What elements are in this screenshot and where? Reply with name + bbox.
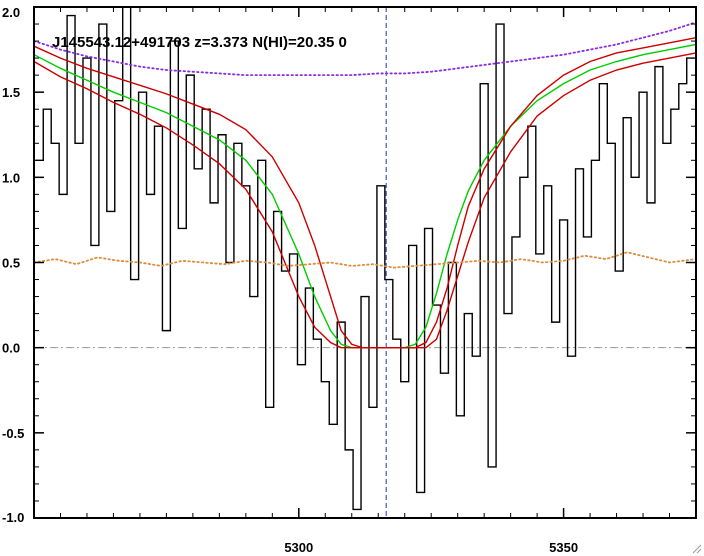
- error-dotted-line: [33, 251, 697, 269]
- y-tick-label: 2.0: [2, 5, 20, 20]
- continuum-dotted-line: [33, 21, 697, 77]
- chart-title: J145543.12+491703 z=3.373 N(HI)=20.35 0: [52, 34, 347, 51]
- y-tick-label: 0.0: [2, 341, 20, 356]
- model-fit-line: [33, 43, 697, 349]
- resize-grip-icon[interactable]: [690, 542, 702, 554]
- y-tick-label: -1.0: [2, 510, 24, 525]
- y-tick-label: 1.0: [2, 170, 20, 185]
- x-tick-label: 5300: [284, 540, 313, 555]
- y-tick-label: 0.5: [2, 256, 20, 271]
- model-upper-bound-line: [33, 36, 697, 349]
- flux-steps: [35, 6, 695, 511]
- model-lower-bound-line: [33, 52, 697, 349]
- y-tick-label: -0.5: [2, 426, 24, 441]
- y-tick-label: 1.5: [2, 85, 20, 100]
- x-tick-label: 5350: [549, 540, 578, 555]
